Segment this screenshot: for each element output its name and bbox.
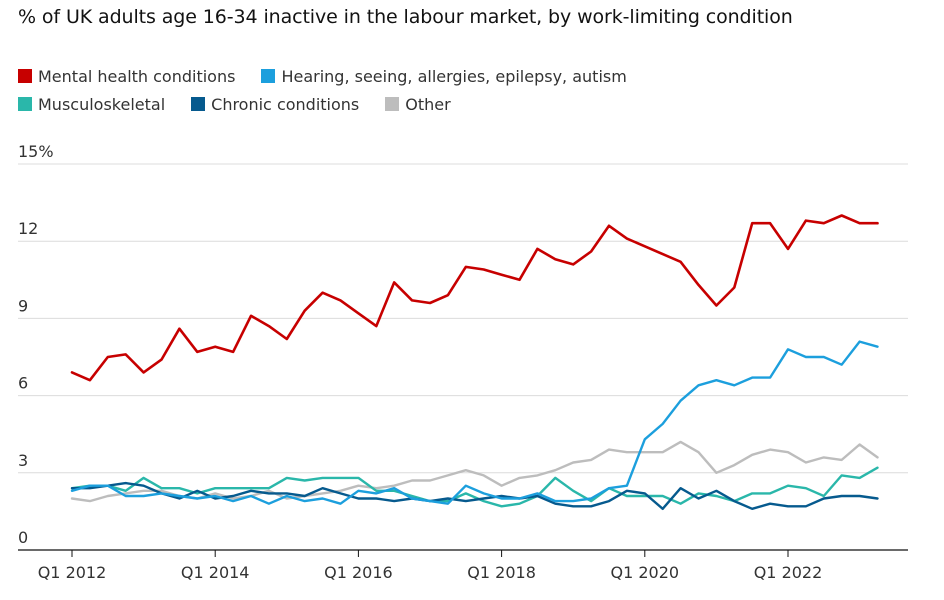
series-line-chronic — [70, 481, 879, 510]
legend-label-musculoskeletal: Musculoskeletal — [38, 94, 166, 114]
legend-row-2: Musculoskeletal Chronic conditions Other — [18, 90, 918, 118]
series-line-hearing-seeing — [70, 340, 879, 505]
legend-item-musculoskeletal: Musculoskeletal — [18, 95, 165, 114]
y-tick-label: 6 — [18, 374, 28, 393]
y-tick-labels: 0 3 6 9 12 15% — [18, 142, 54, 547]
series-line-musculoskeletal — [70, 466, 879, 508]
x-tick-label: Q1 2018 — [467, 563, 536, 582]
legend-swatch-mental — [18, 69, 32, 83]
y-tick-label: 12 — [18, 219, 38, 238]
x-tick-label: Q1 2014 — [181, 563, 250, 582]
y-tick-label: 15% — [18, 142, 54, 161]
legend-item-mental: Mental health conditions — [18, 67, 235, 86]
legend-swatch-musculoskeletal — [18, 97, 32, 111]
chart-title: % of UK adults age 16-34 inactive in the… — [18, 6, 793, 28]
y-tick-label: 3 — [18, 451, 28, 470]
legend-label-other: Other — [405, 94, 451, 114]
series-lines — [70, 214, 879, 510]
legend-swatch-other — [385, 97, 400, 111]
legend: Mental health conditions Hearing, seeing… — [18, 62, 918, 118]
legend-swatch-hearing — [261, 69, 276, 83]
x-tick-label: Q1 2016 — [324, 563, 393, 582]
gridlines — [18, 163, 908, 551]
legend-label-hearing: Hearing, seeing, allergies, epilepsy, au… — [281, 66, 627, 86]
x-tick-labels: Q1 2012 Q1 2014 Q1 2016 Q1 2018 Q1 2020 Q1 20… — [38, 550, 823, 582]
x-tick-label: Q1 2020 — [611, 563, 680, 582]
legend-swatch-chronic — [191, 97, 206, 111]
legend-label-mental: Mental health conditions — [38, 66, 236, 86]
legend-item-chronic: Chronic conditions — [191, 95, 359, 114]
legend-item-hearing: Hearing, seeing, allergies, epilepsy, au… — [261, 66, 627, 86]
series-line-mental-health — [70, 214, 879, 382]
y-tick-label: 0 — [18, 528, 28, 547]
y-tick-label: 9 — [18, 296, 28, 315]
x-tick-label: Q1 2022 — [754, 563, 823, 582]
legend-item-other: Other — [385, 94, 451, 114]
legend-row-1: Mental health conditions Hearing, seeing… — [18, 62, 918, 90]
legend-label-chronic: Chronic conditions — [211, 94, 360, 114]
x-tick-label: Q1 2012 — [38, 563, 107, 582]
